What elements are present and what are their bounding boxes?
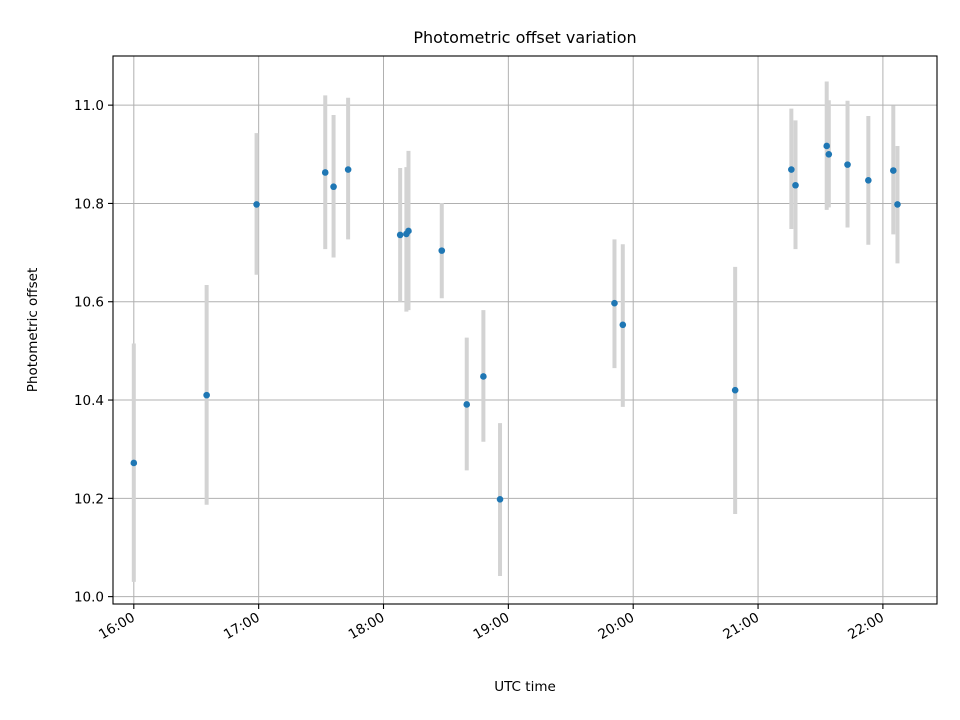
grid-lines xyxy=(113,56,937,604)
y-tick-label: 11.0 xyxy=(74,98,104,114)
data-point xyxy=(611,299,618,307)
chart-title: Photometric offset variation xyxy=(413,28,636,47)
data-point xyxy=(438,247,446,254)
data-point xyxy=(396,231,404,239)
plot-frame xyxy=(112,55,938,605)
x-axis-label: UTC time xyxy=(494,679,556,695)
y-tick-label: 10.6 xyxy=(74,295,104,311)
y-tick-label: 10.0 xyxy=(74,590,104,606)
data-point xyxy=(130,459,138,467)
y-axis-label: Photometric offset xyxy=(25,268,41,392)
data-point xyxy=(253,201,260,208)
data-point xyxy=(894,201,901,208)
data-point xyxy=(463,401,471,408)
y-tick-label: 10.2 xyxy=(74,491,104,507)
data-point xyxy=(330,183,337,191)
y-tick-label: 10.8 xyxy=(74,196,104,212)
data-point xyxy=(792,181,799,189)
data-points xyxy=(130,142,901,503)
data-point xyxy=(496,496,504,503)
data-point xyxy=(844,161,851,168)
data-point xyxy=(344,166,352,173)
data-point xyxy=(865,177,872,184)
data-point xyxy=(788,166,795,173)
data-point xyxy=(321,169,329,176)
data-point xyxy=(825,150,833,158)
data-point xyxy=(480,373,487,380)
data-point xyxy=(203,391,210,399)
data-point xyxy=(890,167,897,174)
y-tick-label: 10.4 xyxy=(74,393,104,409)
data-point xyxy=(619,321,627,329)
data-point xyxy=(731,386,739,394)
data-point xyxy=(823,142,831,150)
data-point xyxy=(405,227,412,235)
